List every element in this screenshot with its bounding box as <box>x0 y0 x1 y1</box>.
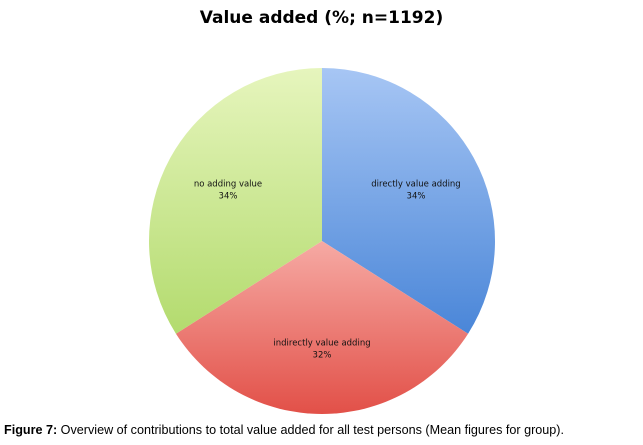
pie-chart: directly value adding 34% indirectly value… <box>149 67 495 414</box>
chart-title: Value added (%; n=1192) <box>199 8 444 28</box>
pie-slice-no-adding-value <box>149 67 322 334</box>
caption-prefix: Figure 7: <box>4 423 58 437</box>
slice-value-label: 32% <box>313 350 332 360</box>
pie-slice-indirectly-value-adding <box>175 241 469 414</box>
slice-label: indirectly value adding <box>273 338 370 348</box>
slice-value-label: 34% <box>407 191 426 201</box>
pie-slice-directly-value-adding <box>322 68 495 334</box>
slice-label: no adding value <box>194 179 262 189</box>
slice-label: directly value adding <box>371 179 460 189</box>
figure-caption: Figure 7: Overview of contributions to t… <box>4 423 640 437</box>
slice-value-label: 34% <box>219 191 238 201</box>
caption-text: Overview of contributions to total value… <box>57 423 564 437</box>
